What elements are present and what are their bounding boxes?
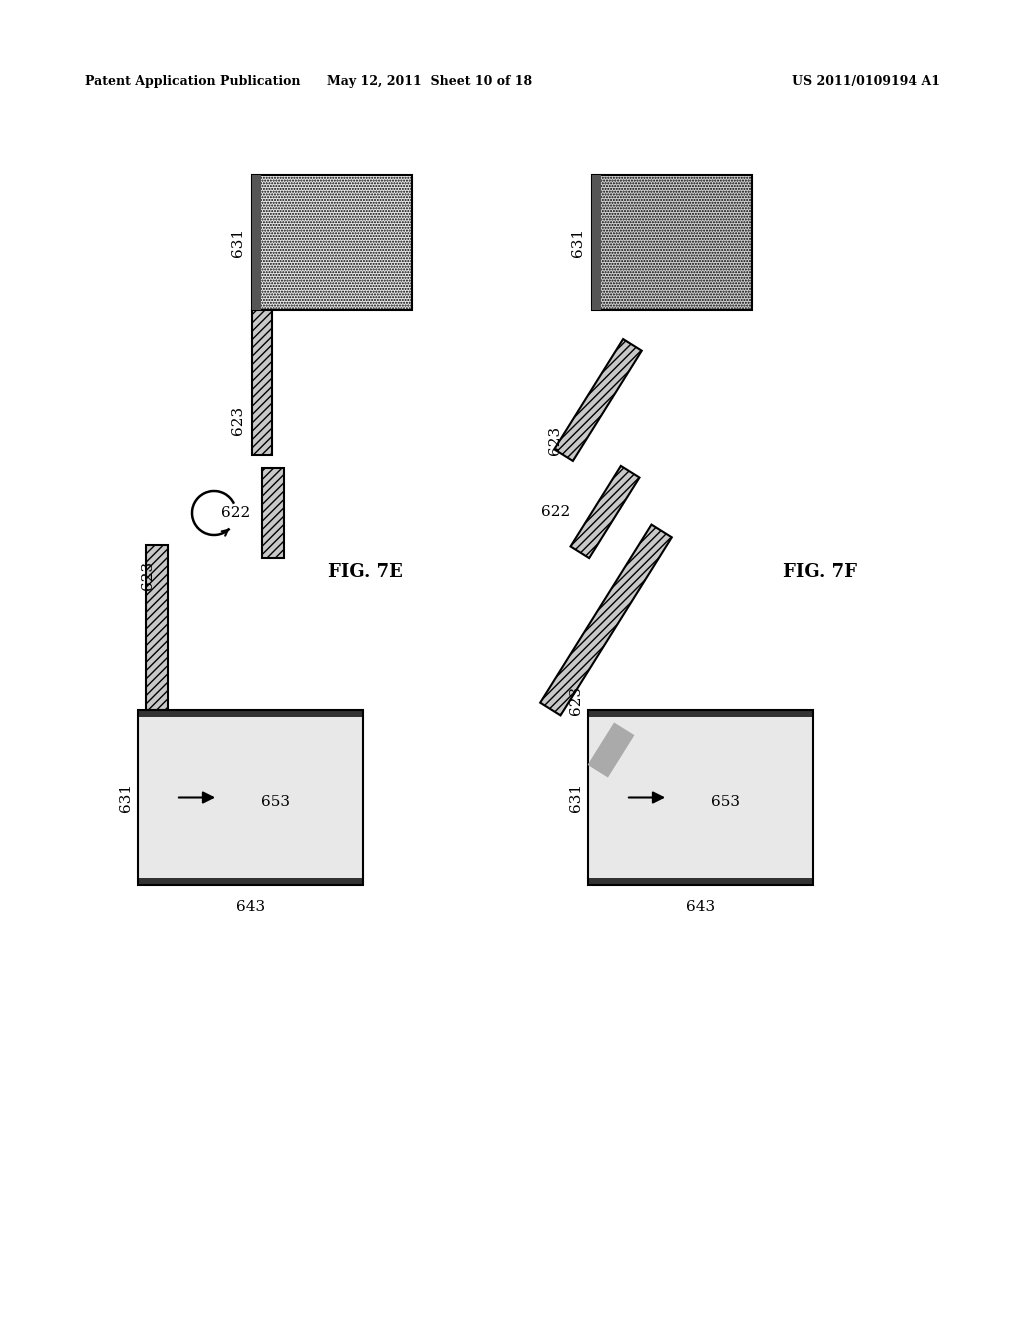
- Bar: [592, 176, 752, 310]
- Bar: [252, 176, 261, 310]
- Text: 623: 623: [569, 685, 583, 714]
- Text: 623: 623: [231, 405, 245, 434]
- Text: FIG. 7E: FIG. 7E: [328, 564, 402, 581]
- Bar: [262, 469, 284, 558]
- Text: 623: 623: [548, 425, 562, 454]
- Bar: [588, 710, 813, 717]
- Text: 643: 643: [686, 900, 715, 913]
- Text: 631: 631: [119, 783, 133, 812]
- Bar: [592, 176, 601, 310]
- Bar: [588, 878, 813, 884]
- Text: 622: 622: [541, 506, 570, 519]
- Bar: [138, 878, 362, 884]
- Text: 622: 622: [221, 506, 250, 520]
- Bar: [138, 710, 362, 884]
- Text: May 12, 2011  Sheet 10 of 18: May 12, 2011 Sheet 10 of 18: [328, 75, 532, 88]
- Text: 631: 631: [571, 228, 585, 257]
- Bar: [252, 310, 272, 455]
- Text: 631: 631: [231, 228, 245, 257]
- Polygon shape: [588, 722, 635, 777]
- Bar: [138, 710, 362, 717]
- Text: 653: 653: [261, 796, 290, 809]
- Text: US 2011/0109194 A1: US 2011/0109194 A1: [792, 75, 940, 88]
- Polygon shape: [541, 524, 672, 715]
- Text: Patent Application Publication: Patent Application Publication: [85, 75, 300, 88]
- Text: 653: 653: [711, 796, 740, 809]
- Bar: [146, 545, 168, 710]
- Text: FIG. 7F: FIG. 7F: [783, 564, 857, 581]
- Polygon shape: [570, 466, 640, 558]
- Bar: [588, 717, 813, 878]
- Text: 643: 643: [236, 900, 265, 913]
- Bar: [252, 176, 412, 310]
- Bar: [588, 710, 813, 884]
- Text: 623: 623: [141, 561, 155, 590]
- Bar: [138, 717, 362, 878]
- Polygon shape: [554, 339, 642, 461]
- Text: 631: 631: [569, 783, 583, 812]
